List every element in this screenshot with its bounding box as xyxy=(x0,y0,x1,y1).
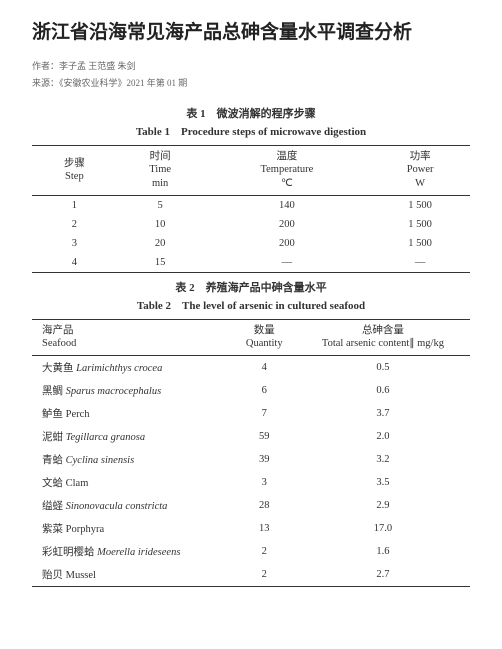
seafood-name: 大黄鱼 Larimichthys crocea xyxy=(32,355,233,379)
authors-line: 作者：李子孟 王范盛 朱剑 xyxy=(32,58,470,74)
source-line: 来源：《安徽农业科学》2021 年第 01 期 xyxy=(32,75,470,91)
meta-block: 作者：李子孟 王范盛 朱剑 来源：《安徽农业科学》2021 年第 01 期 xyxy=(32,58,470,90)
arsenic-cell: 3.5 xyxy=(296,471,470,494)
seafood-name: 紫菜 Porphyra xyxy=(32,517,233,540)
table2-header: 海产品Seafood xyxy=(32,319,233,355)
seafood-name: 黑鲷 Sparus macrocephalus xyxy=(32,379,233,402)
seafood-name: 泥蚶 Tegillarca granosa xyxy=(32,425,233,448)
table2-caption-cn: 表 2 养殖海产品中砷含量水平 xyxy=(32,279,470,295)
table-cell: 200 xyxy=(204,215,371,234)
table-cell: 1 500 xyxy=(370,234,470,253)
table-cell: 10 xyxy=(117,215,204,234)
quantity-cell: 13 xyxy=(233,517,296,540)
table-cell: 140 xyxy=(204,195,371,215)
table2-header: 总砷含量Total arsenic content∥ mg/kg xyxy=(296,319,470,355)
table1-header: 步骤Step xyxy=(32,145,117,195)
seafood-name: 青蛤 Cyclina sinensis xyxy=(32,448,233,471)
table-cell: 1 500 xyxy=(370,215,470,234)
arsenic-cell: 0.6 xyxy=(296,379,470,402)
table-cell: — xyxy=(370,253,470,273)
table-cell: 15 xyxy=(117,253,204,273)
arsenic-cell: 17.0 xyxy=(296,517,470,540)
table1-header: 功率PowerW xyxy=(370,145,470,195)
quantity-cell: 59 xyxy=(233,425,296,448)
table-row: 泥蚶 Tegillarca granosa592.0 xyxy=(32,425,470,448)
table-row: 151401 500 xyxy=(32,195,470,215)
quantity-cell: 39 xyxy=(233,448,296,471)
table-row: 彩虹明樱蛤 Moerella irideseens21.6 xyxy=(32,540,470,563)
table-row: 2102001 500 xyxy=(32,215,470,234)
arsenic-cell: 0.5 xyxy=(296,355,470,379)
quantity-cell: 28 xyxy=(233,494,296,517)
arsenic-cell: 3.7 xyxy=(296,402,470,425)
table-cell: 5 xyxy=(117,195,204,215)
arsenic-cell: 2.0 xyxy=(296,425,470,448)
table1-caption-cn: 表 1 微波消解的程序步骤 xyxy=(32,105,470,121)
quantity-cell: 2 xyxy=(233,540,296,563)
table-row: 黑鲷 Sparus macrocephalus60.6 xyxy=(32,379,470,402)
table-row: 紫菜 Porphyra1317.0 xyxy=(32,517,470,540)
table-row: 大黄鱼 Larimichthys crocea40.5 xyxy=(32,355,470,379)
table-row: 文蛤 Clam33.5 xyxy=(32,471,470,494)
table2: 海产品Seafood数量Quantity总砷含量Total arsenic co… xyxy=(32,319,470,587)
table-row: 青蛤 Cyclina sinensis393.2 xyxy=(32,448,470,471)
arsenic-cell: 2.7 xyxy=(296,563,470,587)
table-row: 贻贝 Mussel22.7 xyxy=(32,563,470,587)
quantity-cell: 3 xyxy=(233,471,296,494)
table-row: 415—— xyxy=(32,253,470,273)
quantity-cell: 4 xyxy=(233,355,296,379)
seafood-name: 贻贝 Mussel xyxy=(32,563,233,587)
quantity-cell: 2 xyxy=(233,563,296,587)
quantity-cell: 7 xyxy=(233,402,296,425)
table-cell: 2 xyxy=(32,215,117,234)
seafood-name: 彩虹明樱蛤 Moerella irideseens xyxy=(32,540,233,563)
table2-header: 数量Quantity xyxy=(233,319,296,355)
table1-header: 时间Timemin xyxy=(117,145,204,195)
quantity-cell: 6 xyxy=(233,379,296,402)
table1-caption-en: Table 1 Procedure steps of microwave dig… xyxy=(32,123,470,139)
seafood-name: 文蛤 Clam xyxy=(32,471,233,494)
seafood-name: 缢蛏 Sinonovacula constricta xyxy=(32,494,233,517)
table-cell: 1 500 xyxy=(370,195,470,215)
arsenic-cell: 2.9 xyxy=(296,494,470,517)
table2-caption-en: Table 2 The level of arsenic in cultured… xyxy=(32,297,470,313)
table-cell: — xyxy=(204,253,371,273)
table-cell: 4 xyxy=(32,253,117,273)
table-cell: 20 xyxy=(117,234,204,253)
arsenic-cell: 1.6 xyxy=(296,540,470,563)
table-row: 3202001 500 xyxy=(32,234,470,253)
seafood-name: 鲈鱼 Perch xyxy=(32,402,233,425)
page-title: 浙江省沿海常见海产品总砷含量水平调查分析 xyxy=(32,18,470,48)
table1-header: 温度Temperature℃ xyxy=(204,145,371,195)
table1: 步骤Step时间Timemin温度Temperature℃功率PowerW 15… xyxy=(32,145,470,273)
table-row: 鲈鱼 Perch73.7 xyxy=(32,402,470,425)
table-cell: 1 xyxy=(32,195,117,215)
table-cell: 3 xyxy=(32,234,117,253)
table-row: 缢蛏 Sinonovacula constricta282.9 xyxy=(32,494,470,517)
table-cell: 200 xyxy=(204,234,371,253)
arsenic-cell: 3.2 xyxy=(296,448,470,471)
